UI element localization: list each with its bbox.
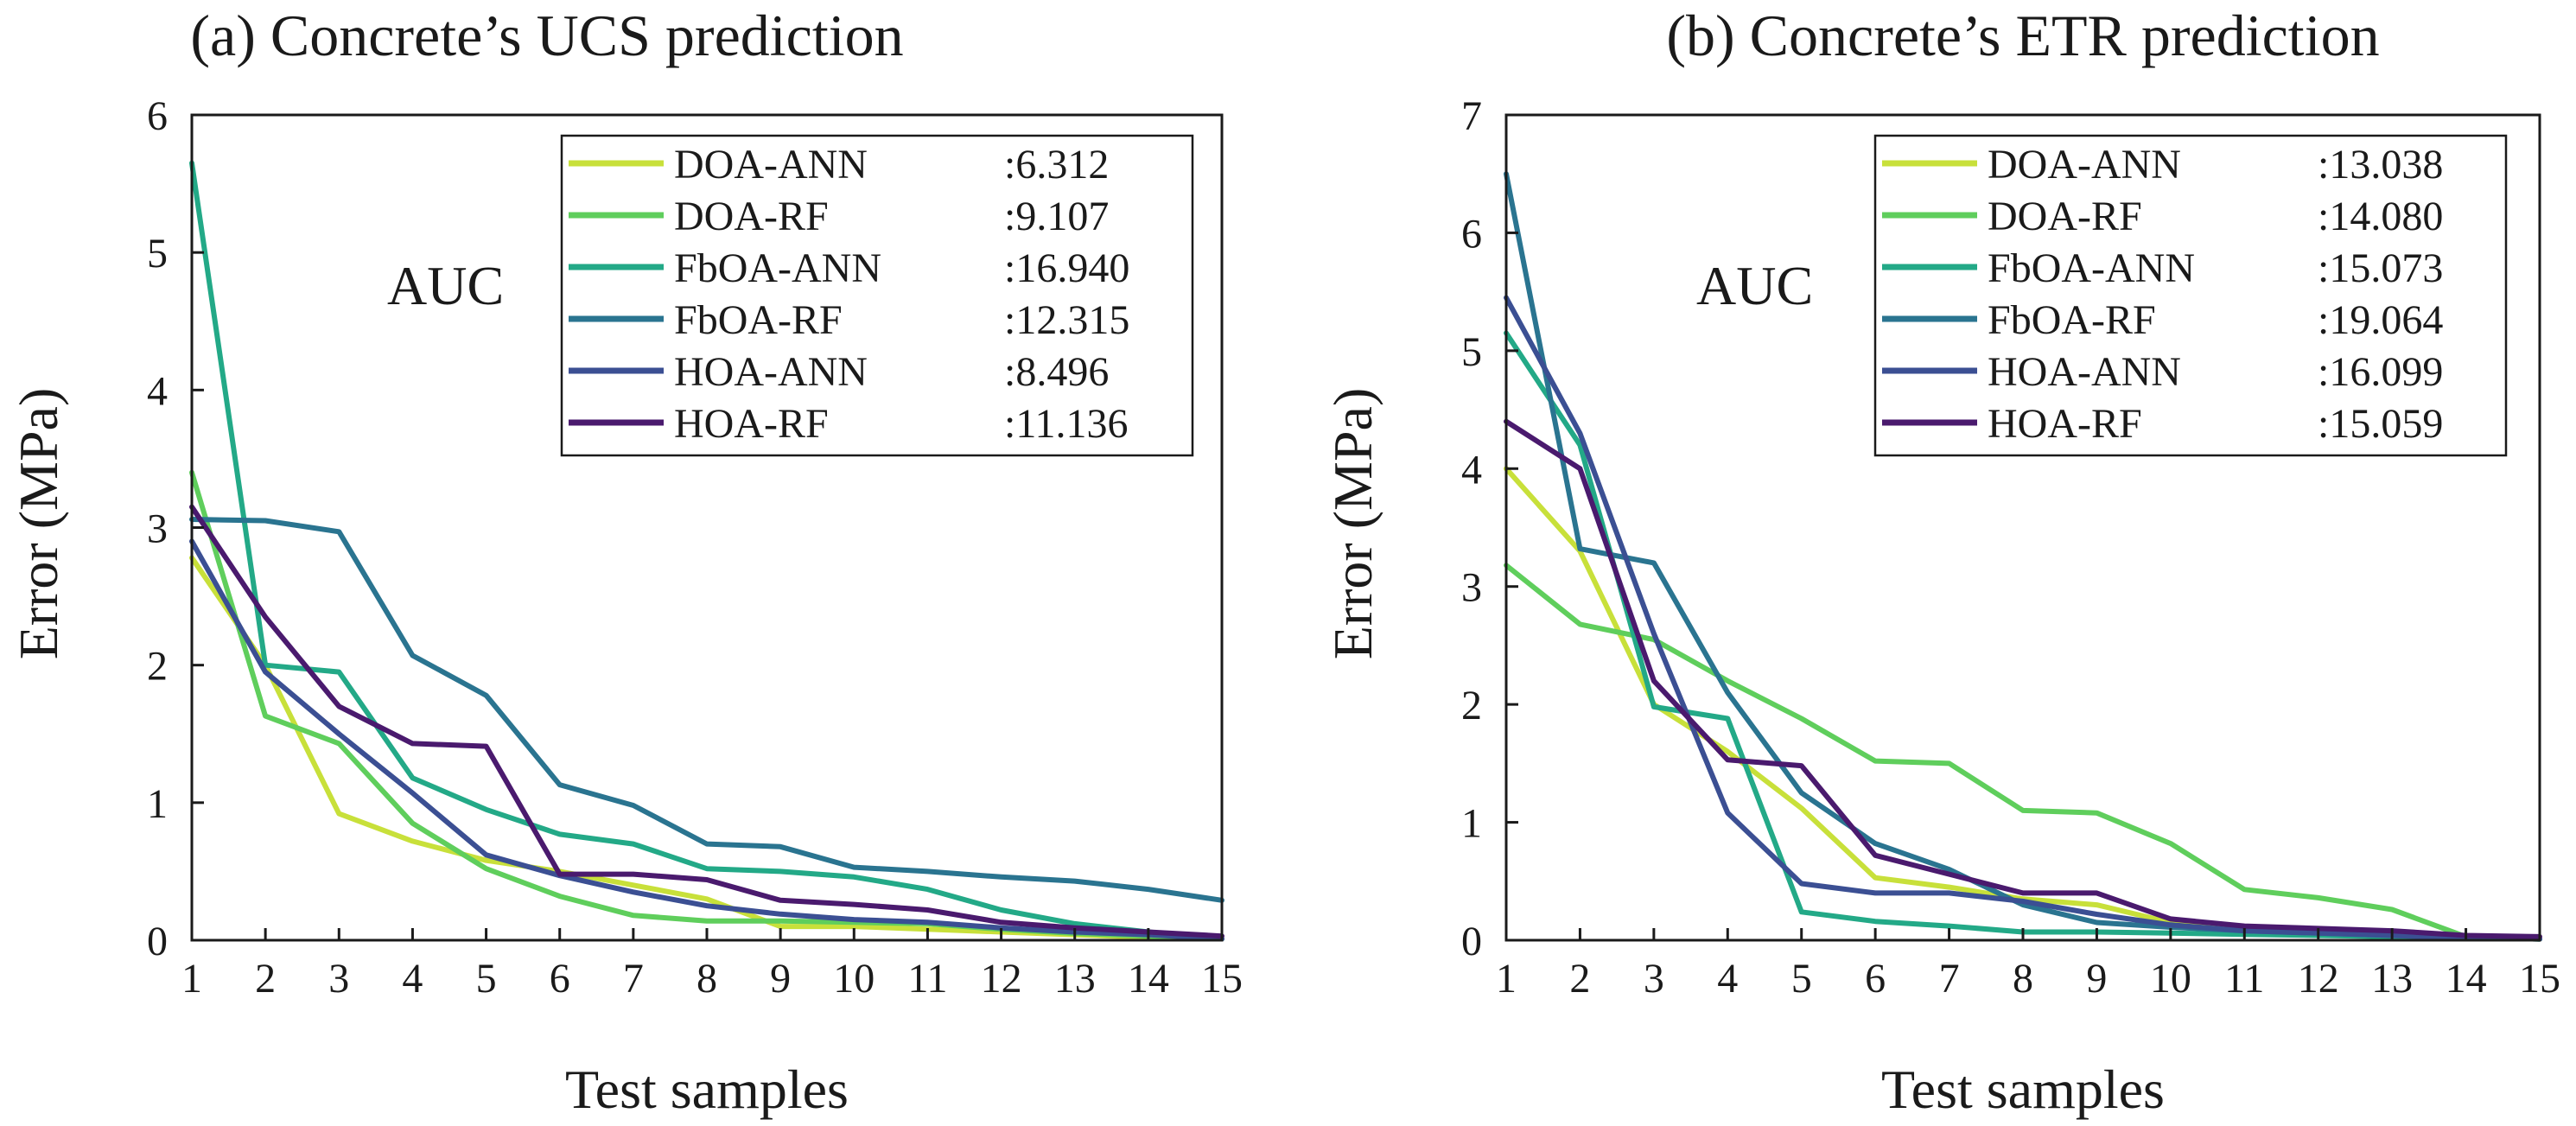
x-tick-label: 4 xyxy=(402,956,423,1002)
legend-label: DOA-ANN xyxy=(674,142,868,188)
y-axis-label-ucs: Error (MPa) xyxy=(8,388,69,660)
legend-auc-value: :16.940 xyxy=(1004,245,1129,291)
legend-auc-value: :16.099 xyxy=(2318,349,2443,395)
x-tick-label: 12 xyxy=(981,956,1022,1002)
x-tick-label: 10 xyxy=(2150,956,2191,1002)
x-tick-label: 2 xyxy=(1569,956,1590,1002)
series-line-fboa-ann xyxy=(189,160,1224,942)
legend-label: FbOA-ANN xyxy=(674,245,881,291)
legend-label: DOA-ANN xyxy=(1988,142,2181,188)
y-tick-label: 4 xyxy=(147,368,168,414)
x-tick-label: 13 xyxy=(1054,956,1096,1002)
x-tick-label: 5 xyxy=(476,956,497,1002)
x-tick-label: 6 xyxy=(550,956,570,1002)
legend-box xyxy=(1873,134,2508,457)
legend-label: HOA-RF xyxy=(1988,401,2142,447)
y-tick-label: 6 xyxy=(147,93,168,139)
legend-label: FbOA-RF xyxy=(1988,297,2156,343)
legend-auc-value: :15.059 xyxy=(2318,401,2443,447)
y-tick-label: 5 xyxy=(147,231,168,277)
x-tick-label: 8 xyxy=(696,956,717,1002)
x-tick-label: 15 xyxy=(2519,956,2560,1002)
y-tick-label: 0 xyxy=(1461,919,1482,964)
y-tick-label: 1 xyxy=(1461,801,1482,847)
y-tick-label: 3 xyxy=(147,506,168,552)
legend-auc-value: :11.136 xyxy=(1004,401,1129,447)
legend-ucs: DOA-ANN :6.312 DOA-RF :9.107 FbOA-ANN :16.940… xyxy=(560,134,1194,457)
x-tick-label: 14 xyxy=(1128,956,1169,1002)
x-tick-label: 3 xyxy=(328,956,349,1002)
series-line-doa-rf xyxy=(1504,563,2542,942)
legend-label: HOA-ANN xyxy=(1988,349,2181,395)
x-axis-label-etr: Test samples xyxy=(1881,1059,2165,1120)
y-tick-label: 2 xyxy=(1461,683,1482,728)
x-tick-label: 9 xyxy=(770,956,791,1002)
series-line-doa-ann xyxy=(1504,466,2542,942)
chart-panel-etr: (b) Concrete’s ETR prediction Test sampl… xyxy=(1322,3,2560,1120)
series-line-fboa-rf xyxy=(189,517,1224,903)
x-tick-label: 6 xyxy=(1865,956,1886,1002)
x-tick-label: 8 xyxy=(2013,956,2033,1002)
series-line-hoa-ann xyxy=(1504,295,2542,942)
y-tick-label: 6 xyxy=(1461,211,1482,257)
x-tick-label: 7 xyxy=(1939,956,1960,1002)
legend-box xyxy=(560,134,1194,457)
x-tick-label: 14 xyxy=(2446,956,2487,1002)
y-tick-label: 7 xyxy=(1461,93,1482,139)
series-line-hoa-rf xyxy=(189,504,1224,939)
x-tick-label: 12 xyxy=(2298,956,2339,1002)
x-axis-label-ucs: Test samples xyxy=(565,1059,849,1120)
y-tick-label: 1 xyxy=(147,781,168,827)
x-tick-label: 15 xyxy=(1201,956,1243,1002)
legend-label: HOA-RF xyxy=(674,401,829,447)
x-tick-label: 5 xyxy=(1791,956,1812,1002)
auc-label: AUC xyxy=(387,255,504,316)
series-line-hoa-ann xyxy=(189,538,1224,942)
legend-label: HOA-ANN xyxy=(674,349,868,395)
legend-label: DOA-RF xyxy=(674,194,829,239)
y-tick-label: 0 xyxy=(147,919,168,964)
legend-etr: DOA-ANN :13.038 DOA-RF :14.080 FbOA-ANN :15.0… xyxy=(1873,134,2508,457)
y-tick-label: 3 xyxy=(1461,565,1482,611)
x-tick-label: 11 xyxy=(2224,956,2264,1002)
y-tick-label: 5 xyxy=(1461,329,1482,375)
series-line-hoa-rf xyxy=(1504,418,2542,939)
legend-auc-value: :14.080 xyxy=(2318,194,2443,239)
legend-auc-value: :19.064 xyxy=(2318,297,2443,343)
legend-label: FbOA-RF xyxy=(674,297,843,343)
x-tick-label: 4 xyxy=(1717,956,1738,1002)
x-tick-label: 11 xyxy=(907,956,947,1002)
legend-auc-value: :15.073 xyxy=(2318,245,2443,291)
x-tick-label: 1 xyxy=(181,956,202,1002)
chart-panel-ucs: (a) Concrete’s UCS prediction Test sampl… xyxy=(8,3,1243,1120)
auc-label: AUC xyxy=(1696,255,1813,316)
x-tick-label: 2 xyxy=(255,956,276,1002)
x-tick-label: 7 xyxy=(623,956,644,1002)
legend-auc-value: :6.312 xyxy=(1004,142,1109,188)
legend-auc-value: :8.496 xyxy=(1004,349,1109,395)
y-tick-label: 2 xyxy=(147,644,168,690)
legend-label: FbOA-ANN xyxy=(1988,245,2195,291)
legend-label: DOA-RF xyxy=(1988,194,2142,239)
legend-auc-value: :9.107 xyxy=(1004,194,1109,239)
x-tick-label: 13 xyxy=(2371,956,2413,1002)
x-tick-label: 10 xyxy=(833,956,875,1002)
legend-auc-value: :13.038 xyxy=(2318,142,2443,188)
x-tick-label: 3 xyxy=(1644,956,1664,1002)
x-tick-label: 9 xyxy=(2086,956,2107,1002)
y-tick-label: 4 xyxy=(1461,447,1482,493)
legend-auc-value: :12.315 xyxy=(1004,297,1129,343)
chart-title-ucs: (a) Concrete’s UCS prediction xyxy=(190,3,903,68)
chart-title-etr: (b) Concrete’s ETR prediction xyxy=(1666,3,2379,68)
y-axis-label-etr: Error (MPa) xyxy=(1322,388,1383,660)
x-tick-label: 1 xyxy=(1496,956,1517,1002)
